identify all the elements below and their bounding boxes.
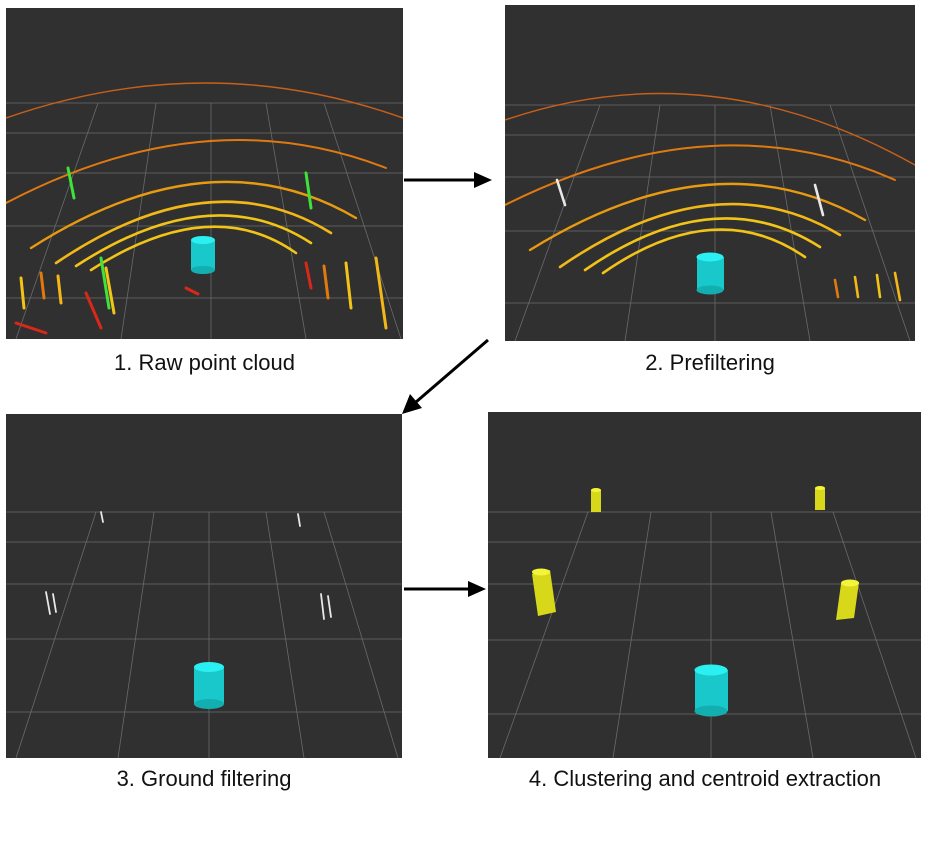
- clustering-view: [488, 486, 921, 758]
- vehicle-marker: [194, 662, 224, 709]
- vehicle-marker: [191, 236, 215, 274]
- vehicle-marker: [696, 252, 724, 295]
- panel-prefiltering: [505, 5, 915, 341]
- panel-ground-filtering: [6, 414, 402, 758]
- ground-grid: [6, 102, 403, 339]
- caption-raw-point-cloud: 1. Raw point cloud: [114, 350, 295, 375]
- raw-point-cloud-view: [6, 82, 403, 339]
- ground-grid: [488, 511, 921, 758]
- arrow-icon: [402, 338, 489, 414]
- panel-raw-point-cloud: [6, 8, 403, 339]
- lidar-rings: [505, 92, 915, 275]
- vehicle-marker: [694, 664, 728, 717]
- cone-marker-far-right: [815, 486, 825, 510]
- lidar-rings: [6, 82, 403, 272]
- ground-grid: [505, 104, 915, 341]
- arrow-icon: [404, 172, 492, 188]
- cone-marker-near-right: [836, 579, 859, 620]
- cone-points: [555, 178, 902, 302]
- caption-ground-filtering: 3. Ground filtering: [116, 766, 292, 791]
- cone-marker-far-left: [591, 488, 601, 512]
- cone-points: [45, 511, 332, 620]
- caption-clustering: 4. Clustering and centroid extraction: [528, 766, 882, 791]
- ground-grid: [6, 511, 402, 758]
- caption-prefiltering: 2. Prefiltering: [645, 350, 775, 375]
- panel-clustering: [488, 412, 921, 758]
- cone-marker-near-left: [532, 568, 556, 616]
- arrow-icon: [404, 581, 486, 597]
- prefiltering-view: [505, 92, 915, 341]
- near-clutter: [14, 166, 388, 335]
- ground-filtering-view: [6, 511, 402, 758]
